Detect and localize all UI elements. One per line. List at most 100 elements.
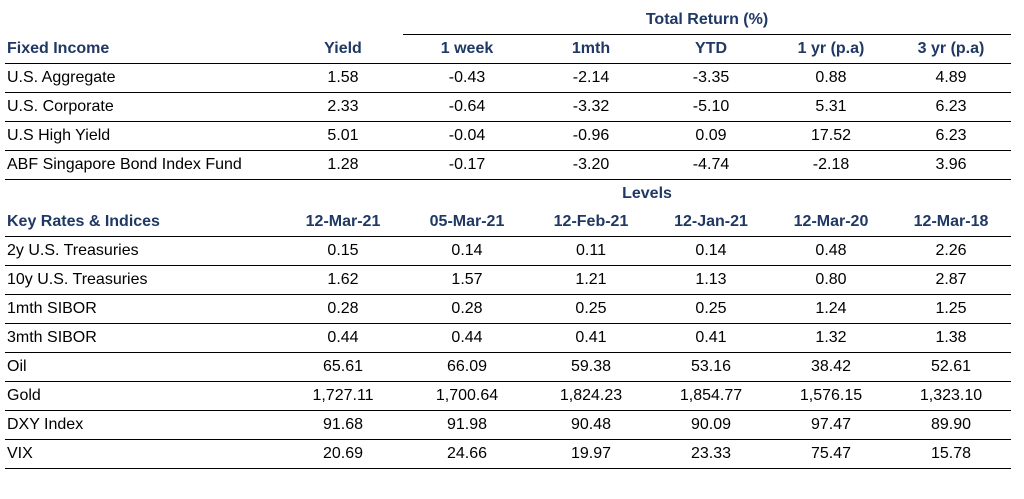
table-cell: 1.21 xyxy=(531,265,651,295)
table-cell: -0.64 xyxy=(403,92,531,122)
table-cell: 1.58 xyxy=(283,63,403,93)
fixed-income-section: Total Return (%) Fixed Income Yield 1 week… xyxy=(5,6,1012,180)
table-cell: 6.23 xyxy=(891,121,1012,151)
table-cell: -3.20 xyxy=(531,150,651,180)
column-header: Yield xyxy=(283,34,403,64)
column-header: 3 yr (p.a) xyxy=(891,34,1012,64)
table-row: U.S. Aggregate 1.58 -0.43 -2.14 -3.35 0.88 4.8… xyxy=(5,63,1012,93)
row-label: U.S High Yield xyxy=(5,121,283,151)
table-cell: 1,576.15 xyxy=(771,381,891,411)
table-cell: 0.44 xyxy=(283,323,403,353)
table-cell: 1.57 xyxy=(403,265,531,295)
table-cell: 0.25 xyxy=(651,294,771,324)
column-header: 12-Jan-21 xyxy=(651,208,771,237)
table-row: VIX 20.69 24.66 19.97 23.33 75.47 15.78 xyxy=(5,439,1012,469)
table-cell: 38.42 xyxy=(771,352,891,382)
table-cell: 52.61 xyxy=(891,352,1012,382)
table-cell: 0.28 xyxy=(283,294,403,324)
table-cell: 1.25 xyxy=(891,294,1012,324)
table-cell: 91.98 xyxy=(403,410,531,440)
table-cell: 0.88 xyxy=(771,63,891,93)
table-cell: 2.87 xyxy=(891,265,1012,295)
table-cell: -0.43 xyxy=(403,63,531,93)
column-header: 12-Mar-20 xyxy=(771,208,891,237)
column-header: YTD xyxy=(651,34,771,64)
market-data-table: Total Return (%) Fixed Income Yield 1 week… xyxy=(5,6,1012,469)
table-row: 2y U.S. Treasuries 0.15 0.14 0.11 0.14 0.48 2.… xyxy=(5,236,1012,266)
table-cell: 1,727.11 xyxy=(283,381,403,411)
table-cell: 15.78 xyxy=(891,439,1012,469)
fixed-income-section-title: Fixed Income xyxy=(5,34,283,64)
row-label: 10y U.S. Treasuries xyxy=(5,265,283,295)
fixed-income-group-header-row: Total Return (%) xyxy=(5,6,1012,35)
table-cell: 89.90 xyxy=(891,410,1012,440)
table-row: DXY Index 91.68 91.98 90.48 90.09 97.47 89.90 xyxy=(5,410,1012,440)
table-cell: -4.74 xyxy=(651,150,771,180)
table-cell: -3.32 xyxy=(531,92,651,122)
table-cell: 1.13 xyxy=(651,265,771,295)
table-cell: 0.09 xyxy=(651,121,771,151)
table-cell: 1,824.23 xyxy=(531,381,651,411)
table-cell: 65.61 xyxy=(283,352,403,382)
table-row: U.S High Yield 5.01 -0.04 -0.96 0.09 17.52 6.2… xyxy=(5,121,1012,151)
table-cell: 24.66 xyxy=(403,439,531,469)
table-row: 1mth SIBOR 0.28 0.28 0.25 0.25 1.24 1.25 xyxy=(5,294,1012,324)
table-cell: 97.47 xyxy=(771,410,891,440)
column-header: 1 yr (p.a) xyxy=(771,34,891,64)
table-cell: 6.23 xyxy=(891,92,1012,122)
table-cell: -0.17 xyxy=(403,150,531,180)
table-cell: -5.10 xyxy=(651,92,771,122)
table-cell: 1.38 xyxy=(891,323,1012,353)
row-label: 3mth SIBOR xyxy=(5,323,283,353)
key-rates-group-header-row: Levels xyxy=(5,180,1011,209)
blank-cell xyxy=(5,180,283,209)
column-header: 12-Mar-21 xyxy=(283,208,403,237)
table-cell: 53.16 xyxy=(651,352,771,382)
table-cell: 75.47 xyxy=(771,439,891,469)
table-cell: 1.24 xyxy=(771,294,891,324)
table-cell: 90.09 xyxy=(651,410,771,440)
table-row: 10y U.S. Treasuries 1.62 1.57 1.21 1.13 0.80 2… xyxy=(5,265,1012,295)
table-cell: 2.33 xyxy=(283,92,403,122)
column-header: 12-Mar-18 xyxy=(891,208,1012,237)
table-cell: -0.96 xyxy=(531,121,651,151)
table-cell: 1,323.10 xyxy=(891,381,1012,411)
row-label: 2y U.S. Treasuries xyxy=(5,236,283,266)
table-cell: 3.96 xyxy=(891,150,1012,180)
table-cell: 0.15 xyxy=(283,236,403,266)
table-cell: -3.35 xyxy=(651,63,771,93)
table-cell: 5.01 xyxy=(283,121,403,151)
table-cell: 0.14 xyxy=(651,236,771,266)
table-cell: 19.97 xyxy=(531,439,651,469)
table-cell: 1,700.64 xyxy=(403,381,531,411)
table-cell: 2.26 xyxy=(891,236,1012,266)
table-cell: 0.14 xyxy=(403,236,531,266)
table-row: ABF Singapore Bond Index Fund 1.28 -0.17 -3… xyxy=(5,150,1012,180)
column-header: 1mth xyxy=(531,34,651,64)
table-cell: -0.04 xyxy=(403,121,531,151)
table-cell: 0.48 xyxy=(771,236,891,266)
column-header: 05-Mar-21 xyxy=(403,208,531,237)
table-cell: 66.09 xyxy=(403,352,531,382)
key-rates-section-title: Key Rates & Indices xyxy=(5,208,283,237)
table-cell: 5.31 xyxy=(771,92,891,122)
fixed-income-header-row: Fixed Income Yield 1 week 1mth YTD 1 yr (p.a)… xyxy=(5,34,1012,64)
key-rates-section: Levels Key Rates & Indices 12-Mar-21 05-Mar… xyxy=(5,180,1012,469)
table-cell: 59.38 xyxy=(531,352,651,382)
table-cell: 23.33 xyxy=(651,439,771,469)
table-cell: 0.28 xyxy=(403,294,531,324)
table-cell: 1,854.77 xyxy=(651,381,771,411)
row-label: ABF Singapore Bond Index Fund xyxy=(5,150,283,180)
table-cell: 0.80 xyxy=(771,265,891,295)
table-cell: 1.32 xyxy=(771,323,891,353)
table-row: 3mth SIBOR 0.44 0.44 0.41 0.41 1.32 1.38 xyxy=(5,323,1012,353)
table-cell: 91.68 xyxy=(283,410,403,440)
table-cell: 90.48 xyxy=(531,410,651,440)
row-label: U.S. Aggregate xyxy=(5,63,283,93)
column-header: 1 week xyxy=(403,34,531,64)
table-cell: 0.41 xyxy=(531,323,651,353)
table-cell: 0.44 xyxy=(403,323,531,353)
key-rates-header-row: Key Rates & Indices 12-Mar-21 05-Mar-21 12-… xyxy=(5,208,1012,237)
row-label: DXY Index xyxy=(5,410,283,440)
table-cell: -2.14 xyxy=(531,63,651,93)
